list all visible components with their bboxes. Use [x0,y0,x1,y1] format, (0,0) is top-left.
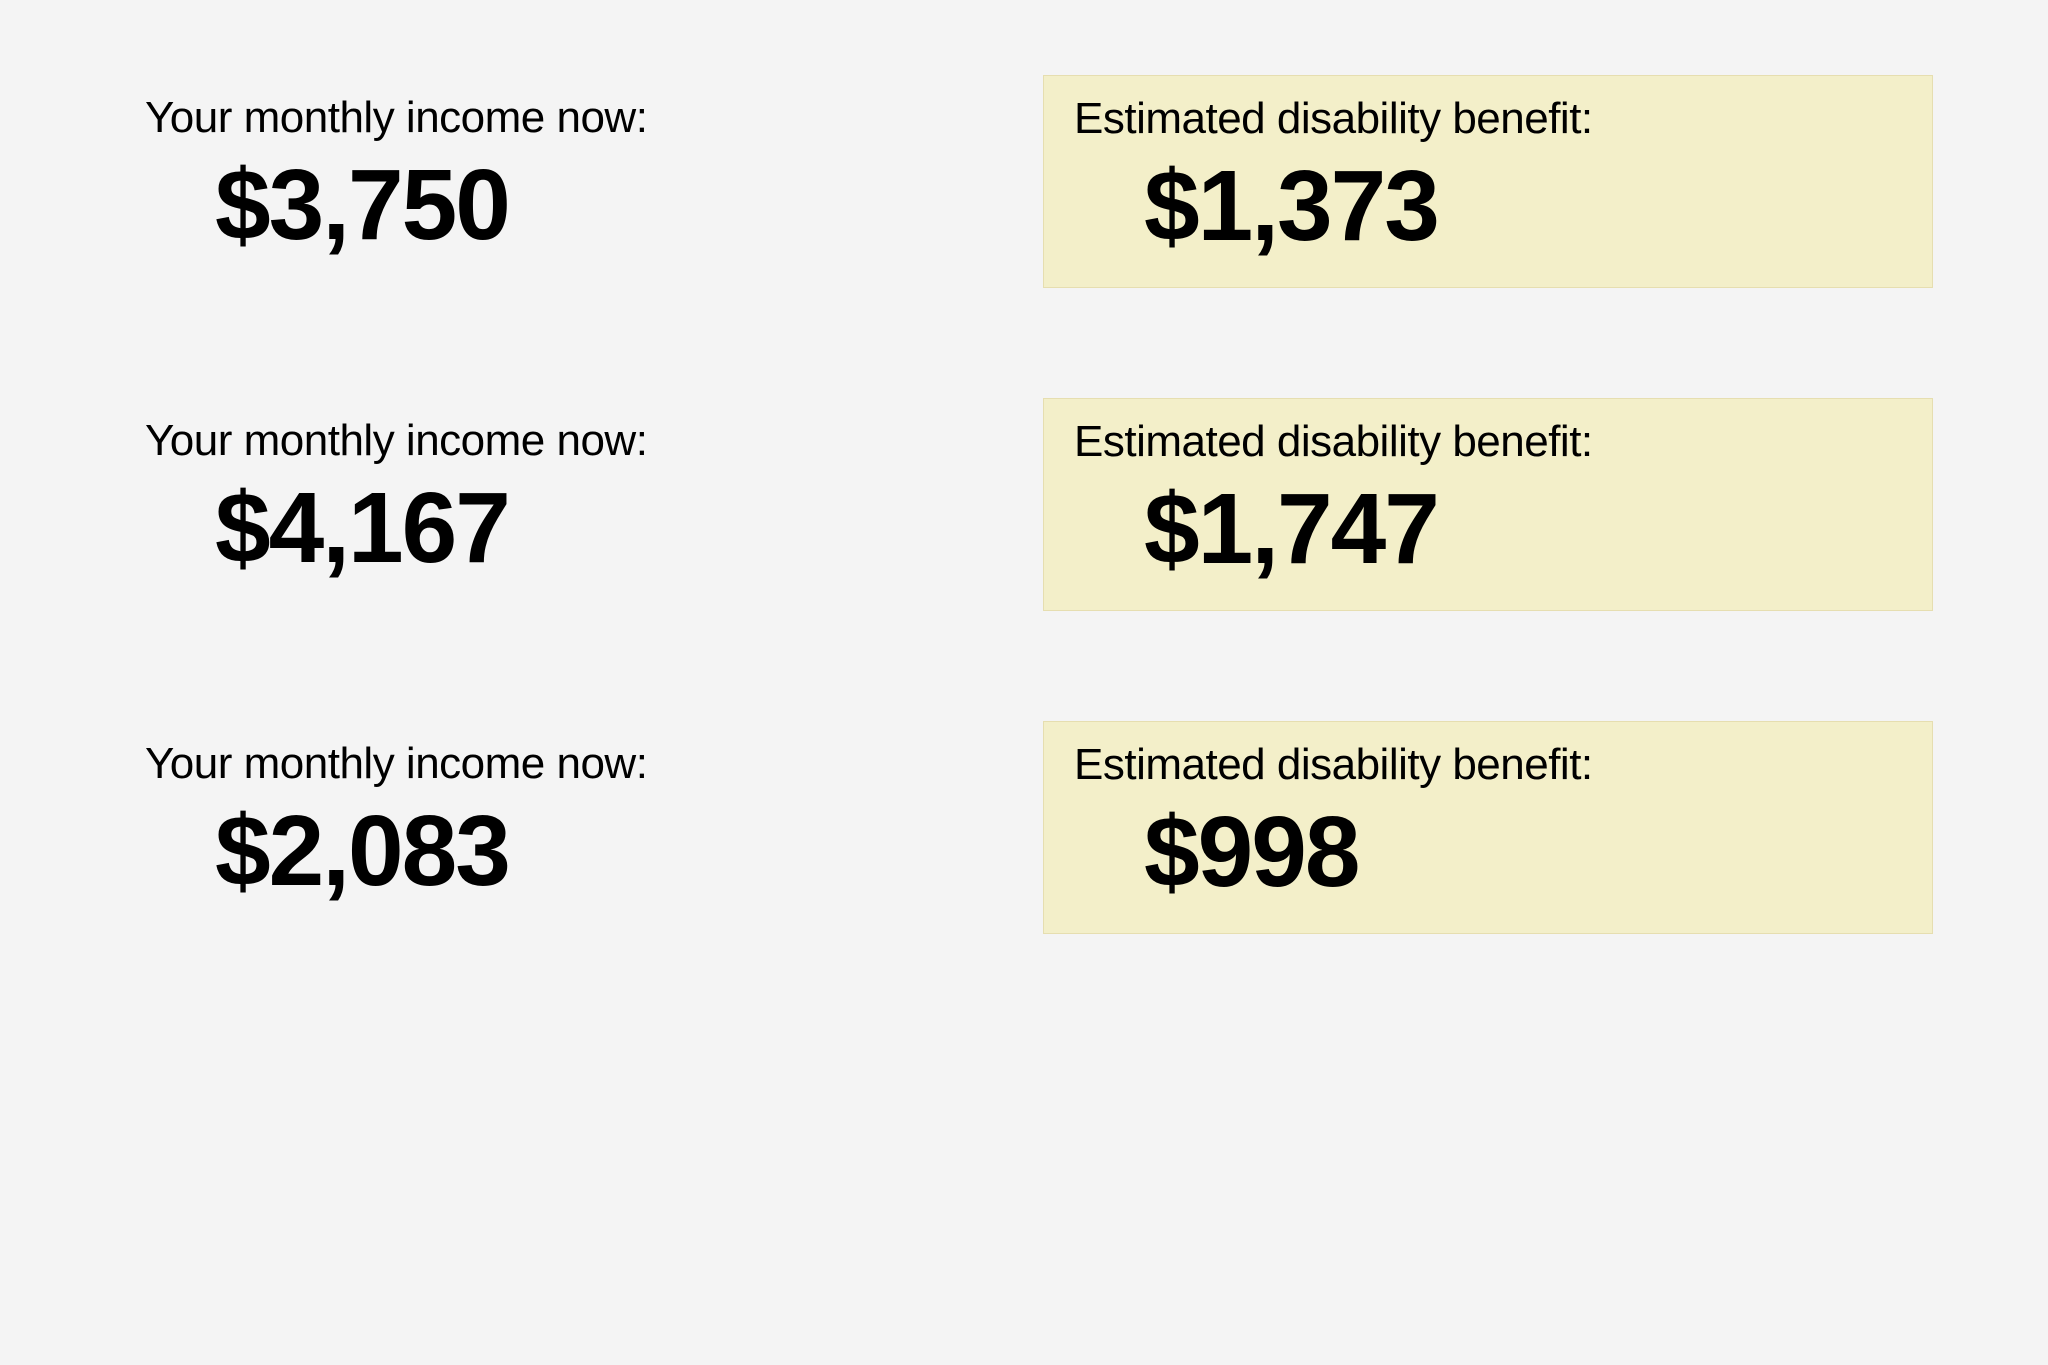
benefit-label: Estimated disability benefit: [1074,94,1902,144]
benefit-cell: Estimated disability benefit: $1,373 [1043,75,1933,288]
income-value: $2,083 [145,799,973,904]
comparison-row: Your monthly income now: $2,083 Estimate… [115,721,1933,934]
benefit-label: Estimated disability benefit: [1074,740,1902,790]
comparison-grid: Your monthly income now: $3,750 Estimate… [115,75,1933,934]
comparison-row: Your monthly income now: $4,167 Estimate… [115,398,1933,611]
benefit-cell: Estimated disability benefit: $998 [1043,721,1933,934]
income-cell: Your monthly income now: $2,083 [115,721,1003,934]
income-value: $4,167 [145,476,973,581]
benefit-cell: Estimated disability benefit: $1,747 [1043,398,1933,611]
benefit-value: $1,373 [1074,154,1902,259]
income-cell: Your monthly income now: $3,750 [115,75,1003,288]
income-label: Your monthly income now: [145,93,973,143]
benefit-label: Estimated disability benefit: [1074,417,1902,467]
income-label: Your monthly income now: [145,739,973,789]
benefit-value: $998 [1074,800,1902,905]
income-value: $3,750 [145,153,973,258]
benefit-value: $1,747 [1074,477,1902,582]
comparison-row: Your monthly income now: $3,750 Estimate… [115,75,1933,288]
income-label: Your monthly income now: [145,416,973,466]
income-cell: Your monthly income now: $4,167 [115,398,1003,611]
